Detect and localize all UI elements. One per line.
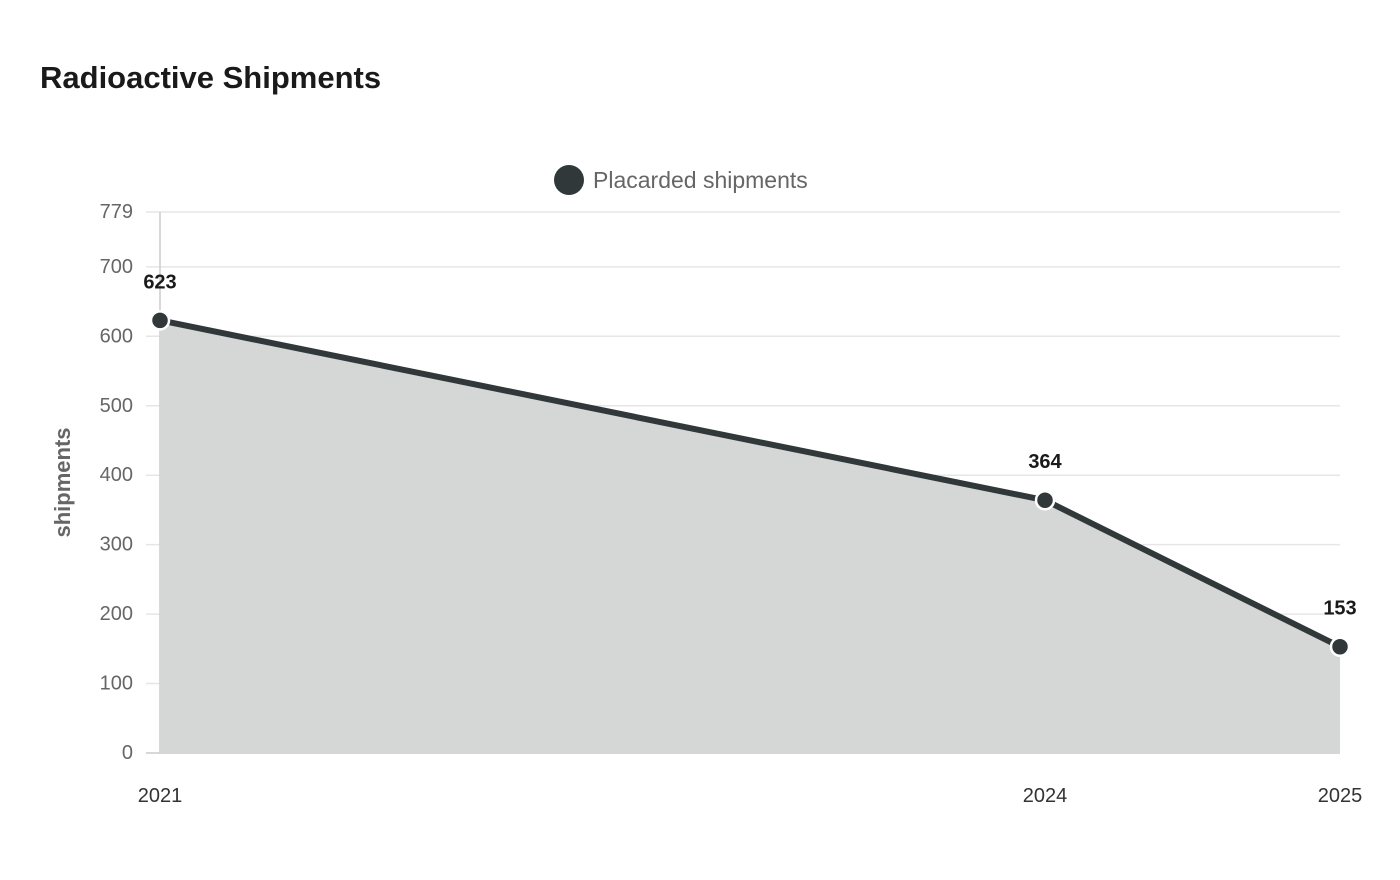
chart-title: Radioactive Shipments bbox=[40, 60, 382, 95]
y-tick-label: 100 bbox=[100, 673, 133, 695]
x-tick-label: 2024 bbox=[1023, 785, 1068, 807]
legend-label: Placarded shipments bbox=[593, 167, 808, 193]
legend-marker bbox=[554, 165, 584, 195]
data-labels: 623 364 153 bbox=[143, 271, 1356, 619]
x-tick-label: 2021 bbox=[138, 785, 183, 807]
series-area bbox=[160, 320, 1340, 753]
series-layer bbox=[149, 310, 1351, 753]
y-tick-label: 400 bbox=[100, 464, 133, 486]
y-tick-label: 0 bbox=[122, 742, 133, 764]
y-tick-label: 700 bbox=[100, 256, 133, 278]
y-tick-label: 779 bbox=[100, 201, 133, 223]
x-tick-label: 2025 bbox=[1318, 785, 1363, 807]
data-point bbox=[1034, 489, 1056, 511]
data-label: 364 bbox=[1028, 451, 1062, 473]
y-axis-title: shipments bbox=[50, 427, 75, 537]
y-tick-label: 300 bbox=[100, 534, 133, 556]
data-label: 153 bbox=[1323, 598, 1356, 620]
data-label: 623 bbox=[143, 271, 176, 293]
data-point bbox=[149, 310, 171, 331]
legend: Placarded shipments bbox=[554, 165, 808, 195]
y-tick-label: 600 bbox=[100, 325, 133, 347]
data-point bbox=[1329, 636, 1351, 657]
y-tick-label: 200 bbox=[100, 603, 133, 625]
y-tick-label: 500 bbox=[100, 395, 133, 417]
